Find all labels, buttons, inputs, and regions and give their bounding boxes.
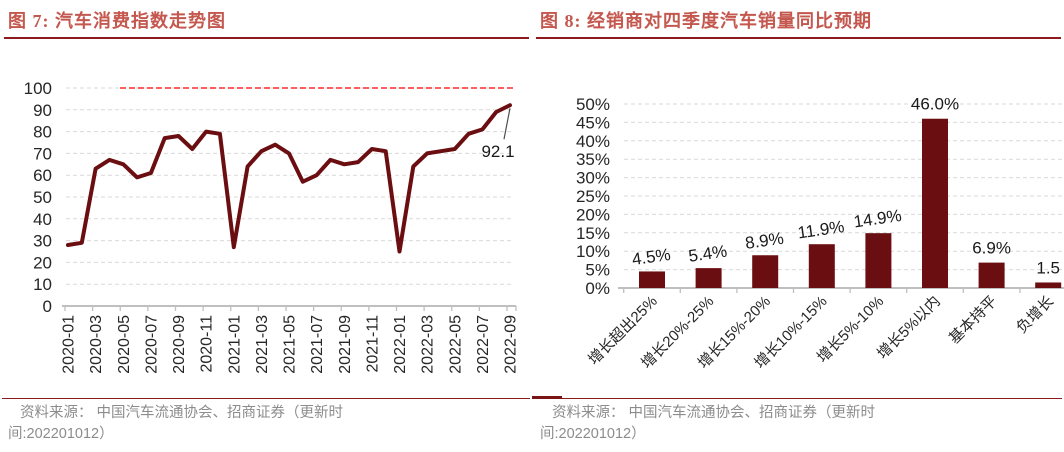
footer-divider: [2, 398, 530, 399]
x-tick-label: 2021-07: [309, 315, 326, 374]
y-tick-label: 30%: [576, 169, 610, 188]
y-tick-label: 20: [33, 253, 52, 272]
source-note-line2: 间:202201012）: [8, 426, 114, 442]
figure-7-title: 图 7: 汽车消费指数走势图: [8, 11, 226, 31]
footer-divider-accent: [532, 396, 562, 399]
source-note-line1: 资料来源： 中国汽车流通协会、招商证券（更新时: [552, 405, 876, 421]
x-tick-label: 2022-03: [420, 315, 437, 374]
y-tick-label: 0: [43, 297, 52, 316]
title-divider: [536, 37, 1061, 39]
x-tick-label: 2021-03: [254, 315, 271, 374]
annotation-callout-line: [503, 108, 511, 140]
bar-value-label: 46.0%: [911, 95, 959, 114]
y-tick-label: 15%: [576, 224, 610, 243]
y-tick-label: 20%: [576, 205, 610, 224]
source-note-line2: 间:202201012）: [540, 426, 646, 442]
y-tick-label: 5%: [585, 261, 610, 280]
x-tick-label: 2020-07: [143, 315, 160, 374]
figure-8-panel: 0% 5% 10% 15% 20% 25% 30% 35% 40% 45% 50% 4.5% 增长超出2…: [532, 0, 1064, 452]
category-label: 负增长: [1013, 293, 1057, 337]
y-tick-label: 50%: [576, 95, 610, 114]
category-label: 基本持平: [946, 293, 1000, 347]
bar: [922, 118, 948, 288]
figure-8-title: 图 8: 经销商对四季度汽车销量同比预期: [540, 11, 872, 31]
bar: [808, 244, 835, 288]
y-tick-label: 35%: [576, 150, 610, 169]
y-tick-label: 25%: [576, 187, 610, 206]
x-tick-label: 2021-09: [337, 315, 354, 374]
source-note: 资料来源： 中国汽车流通协会、招商证券（更新时 间:202201012）: [540, 403, 1058, 445]
x-tick-label: 2020-03: [88, 315, 105, 374]
bar-value-label: 14.9%: [852, 206, 902, 232]
auto-consumption-index-line-chart: 0 10 20 30 40 50 60 70 80 90 100 2020-01 2020-03 2020…: [24, 79, 520, 374]
bar: [865, 233, 892, 288]
bar: [1035, 282, 1062, 288]
bar: [978, 262, 1005, 288]
y-tick-label: 40: [33, 210, 52, 229]
y-tick-label: 0%: [585, 279, 610, 298]
source-note: 资料来源： 中国汽车流通协会、招商证券（更新时 间:202201012）: [8, 403, 526, 445]
y-tick-label: 30: [33, 232, 52, 251]
dealer-q4-sales-expectation-bar-chart: 0%5%10%15%20%25%30%35%40%45%50%4.5%增长超出2…: [576, 95, 1064, 372]
x-tick-label: 2020-05: [116, 315, 133, 374]
footer-divider: [534, 398, 1062, 399]
bar-value-label: 1.5: [1036, 258, 1060, 277]
bar-value-label: 4.5%: [631, 245, 672, 269]
bar-value-label: 5.4%: [687, 242, 728, 266]
x-tick-label: 2021-11: [364, 315, 381, 373]
y-tick-label: 50: [33, 188, 52, 207]
x-tick-label: 2022-01: [392, 315, 409, 374]
bar-value-label: 8.9%: [744, 229, 785, 253]
bar: [639, 271, 665, 288]
bar: [695, 268, 722, 288]
y-tick-label: 10%: [576, 242, 610, 261]
x-tick-label: 2022-05: [447, 315, 464, 374]
y-tick-label: 70: [33, 144, 52, 163]
x-tick-label: 2021-05: [282, 315, 299, 374]
figure-7-panel: 0 10 20 30 40 50 60 70 80 90 100 2020-01 2020-03 2020…: [2, 11, 530, 445]
source-note-line1: 资料来源： 中国汽车流通协会、招商证券（更新时: [20, 405, 344, 421]
y-tick-label: 40%: [576, 132, 610, 151]
y-tick-label: 45%: [576, 113, 610, 132]
title-divider: [4, 37, 529, 39]
y-tick-label: 10: [33, 275, 52, 294]
annotation-label: 92.1: [481, 142, 514, 161]
x-tick-label: 2022-07: [475, 315, 492, 374]
line-series: [66, 103, 512, 254]
x-tick-label: 2022-09: [503, 315, 520, 374]
bar-value-label: 6.9%: [972, 239, 1011, 258]
y-tick-label: 60: [33, 166, 52, 185]
x-tick-label: 2021-01: [226, 315, 243, 374]
x-tick-label: 2020-01: [61, 315, 78, 374]
bar-value-label: 11.9%: [796, 217, 845, 242]
x-tick-label: 2020-09: [171, 315, 188, 374]
y-tick-label: 100: [24, 79, 52, 98]
y-tick-label: 90: [33, 101, 52, 120]
bar: [752, 255, 779, 288]
x-tick-label: 2020-11: [199, 315, 216, 373]
y-tick-label: 80: [33, 123, 52, 142]
